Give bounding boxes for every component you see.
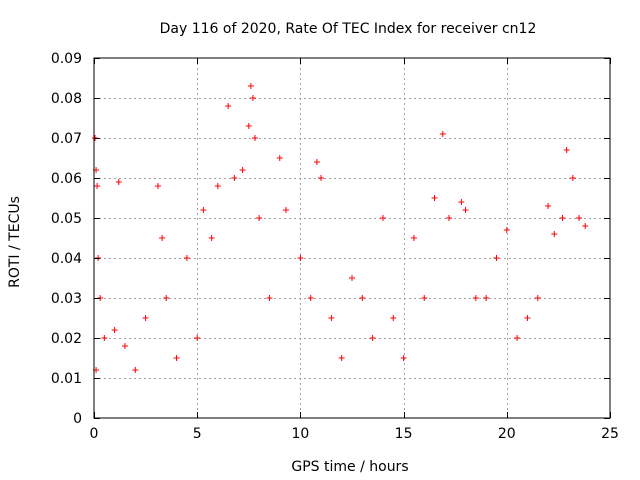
x-tick-label: 15 <box>395 426 413 442</box>
data-point <box>159 235 166 241</box>
y-tick-label: 0.05 <box>51 211 82 227</box>
data-point <box>208 235 215 241</box>
x-tick-label: 20 <box>498 426 516 442</box>
plot-frame <box>93 57 611 419</box>
y-tick-label: 0.03 <box>51 291 82 307</box>
data-point <box>400 355 407 361</box>
data-point <box>328 315 335 321</box>
y-tick-label: 0.04 <box>51 251 82 267</box>
data-point <box>239 167 246 173</box>
data-point <box>582 223 589 229</box>
data-point <box>439 131 446 137</box>
data-point <box>111 327 118 333</box>
data-point <box>458 199 465 205</box>
data-point <box>545 203 552 209</box>
x-tick-label: 0 <box>90 426 99 442</box>
data-point <box>256 215 263 221</box>
data-point <box>472 295 479 301</box>
x-tick-label: 5 <box>193 426 202 442</box>
data-point <box>446 215 453 221</box>
data-point <box>576 215 583 221</box>
data-point <box>524 315 531 321</box>
y-tick-label: 0.01 <box>51 371 82 387</box>
data-point <box>431 195 438 201</box>
data-point <box>349 275 355 281</box>
data-point <box>276 155 283 161</box>
chart-title: Day 116 of 2020, Rate Of TEC Index for r… <box>160 21 537 37</box>
data-point <box>410 235 417 241</box>
data-point <box>173 355 180 361</box>
y-tick-label: 0.09 <box>51 51 82 67</box>
x-axis-label: GPS time / hours <box>291 459 408 475</box>
data-point <box>94 183 101 189</box>
data-point <box>121 343 128 349</box>
y-tick-label: 0 <box>73 411 82 427</box>
data-point <box>534 295 541 301</box>
data-point <box>514 335 521 341</box>
data-point <box>338 355 345 361</box>
data-point <box>369 335 376 341</box>
data-point <box>231 175 238 181</box>
data-point <box>318 175 325 181</box>
data-point <box>101 335 108 341</box>
data-point <box>313 159 320 165</box>
data-point <box>115 179 122 185</box>
axis-ticks: 0 5 10 15 20 25 0 0.01 0.02 0.03 0.04 0.05 0.06 0.07 0… <box>51 51 619 442</box>
data-point <box>379 215 386 221</box>
data-point <box>266 295 273 301</box>
data-point <box>551 231 558 237</box>
data-point <box>307 295 314 301</box>
data-point <box>245 123 252 129</box>
y-tick-label: 0.07 <box>51 131 82 147</box>
data-point <box>154 183 161 189</box>
y-tick-label: 0.06 <box>51 171 82 187</box>
data-point <box>569 175 576 181</box>
y-tick-label: 0.08 <box>51 91 82 107</box>
data-point <box>563 147 570 153</box>
data-point <box>132 367 139 373</box>
data-point <box>142 315 149 321</box>
x-tick-label: 25 <box>601 426 619 442</box>
data-point <box>390 315 397 321</box>
data-point <box>503 227 510 233</box>
data-point <box>194 335 201 341</box>
data-point <box>493 255 500 261</box>
data-point <box>282 207 289 213</box>
grid-lines <box>94 58 610 418</box>
data-point <box>249 95 256 101</box>
data-point <box>163 295 170 301</box>
data-points <box>92 83 589 373</box>
data-point <box>247 83 254 89</box>
data-point <box>200 207 207 213</box>
data-point <box>183 255 190 261</box>
data-point <box>559 215 566 221</box>
data-point <box>359 295 366 301</box>
data-point <box>251 135 258 141</box>
data-point <box>483 295 490 301</box>
data-point <box>421 295 428 301</box>
y-axis-label: ROTI / TECUs <box>7 196 23 288</box>
data-point <box>214 183 221 189</box>
y-tick-label: 0.02 <box>51 331 82 347</box>
data-point <box>462 207 469 213</box>
data-point <box>297 255 304 261</box>
data-point <box>225 103 232 109</box>
x-tick-label: 10 <box>291 426 309 442</box>
